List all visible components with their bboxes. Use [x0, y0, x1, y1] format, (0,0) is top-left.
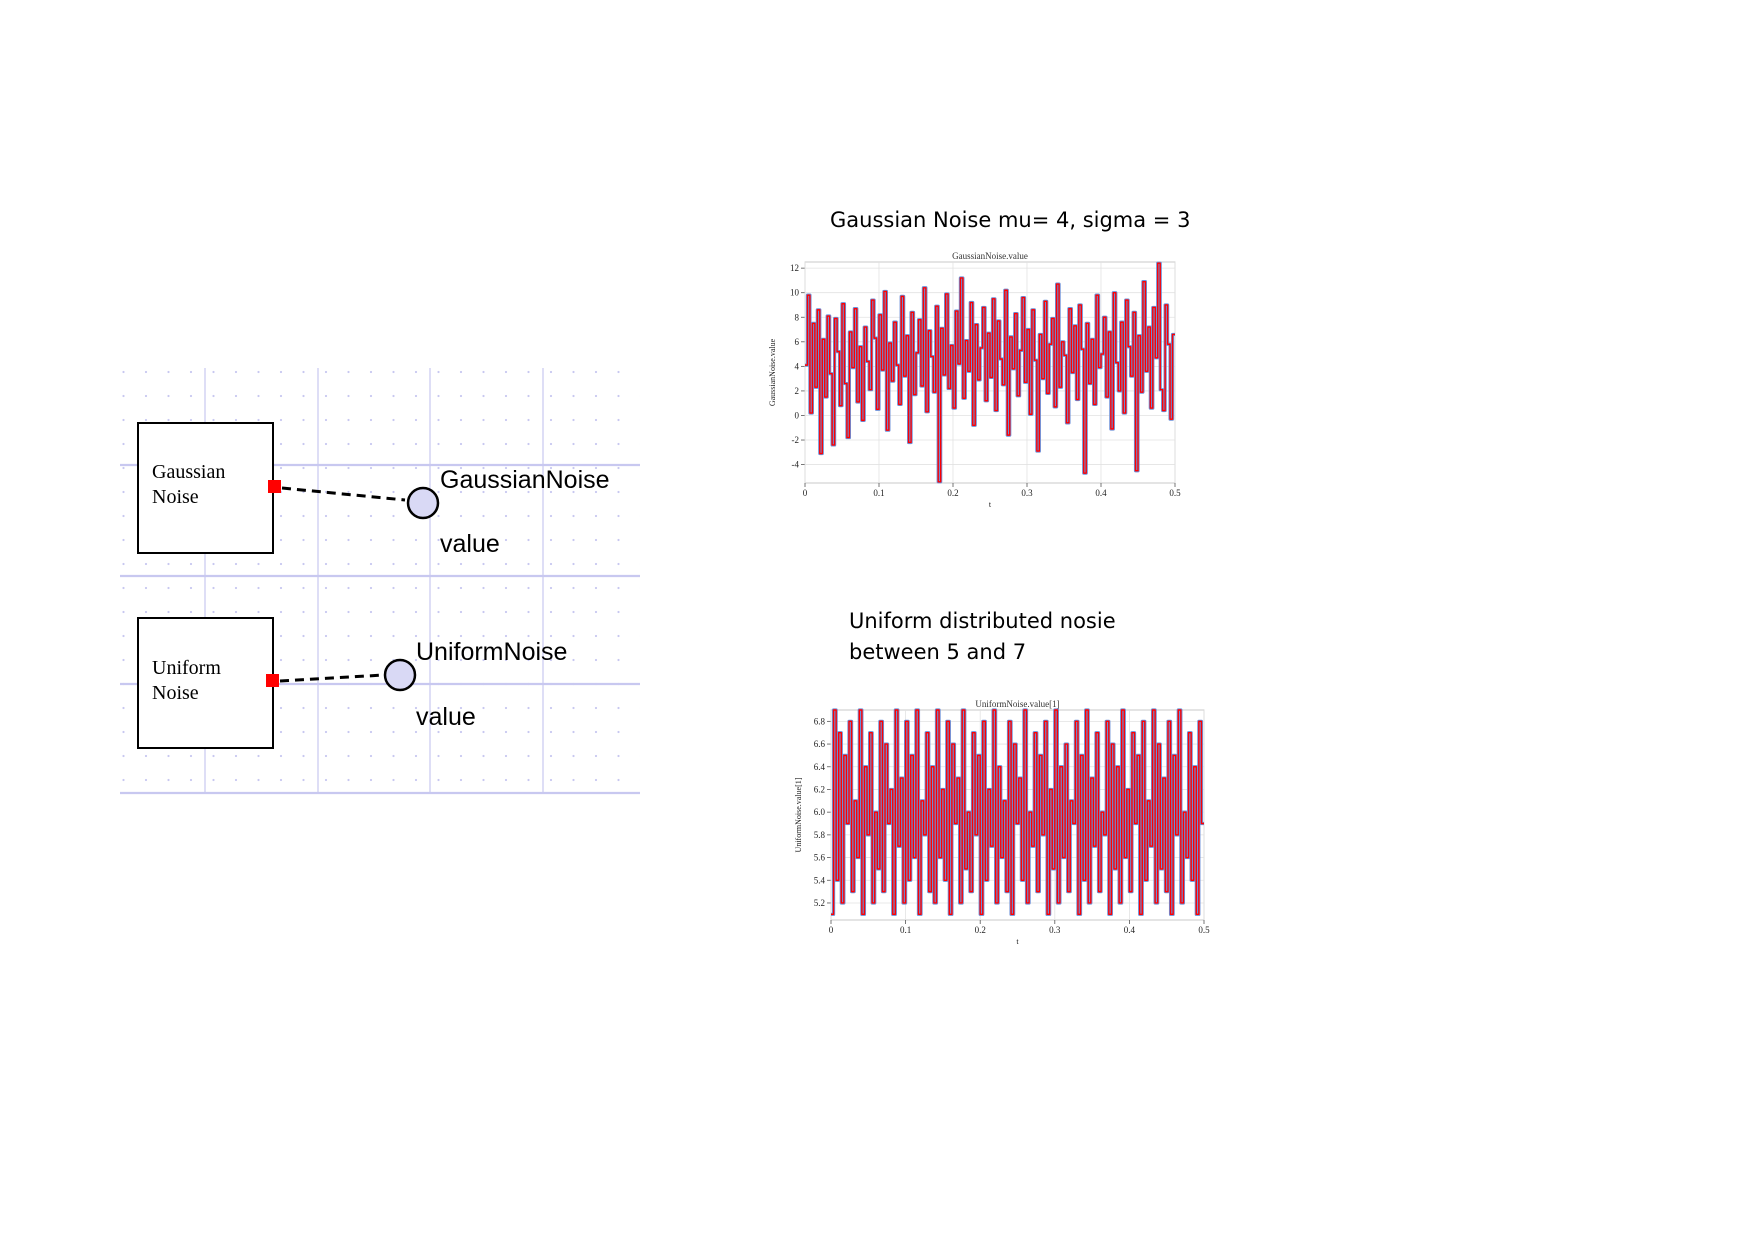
uniform-probe-name: UniformNoise [416, 638, 567, 666]
gaussian-noise-block[interactable]: Gaussian Noise [137, 422, 274, 554]
y-tick-label: 5.2 [814, 898, 825, 908]
x-tick-label: 0.2 [947, 488, 958, 498]
uniform-output-port[interactable] [266, 674, 279, 687]
gaussian-probe[interactable] [406, 486, 440, 520]
uniform-connection [279, 673, 385, 683]
x-tick-label: 0.4 [1124, 925, 1136, 935]
y-axis-label: GaussianNoise.value [768, 338, 777, 406]
gaussian-caption: Gaussian Noise mu= 4, sigma = 3 [830, 208, 1191, 232]
y-tick-label: -2 [792, 435, 800, 445]
y-tick-label: 6.0 [814, 807, 826, 817]
chart-title: UniformNoise.value[1] [975, 699, 1059, 709]
x-tick-label: 0.3 [1049, 925, 1061, 935]
uniform-block-label-line2: Noise [152, 682, 199, 704]
y-tick-label: 6 [795, 337, 800, 347]
y-tick-label: 2 [795, 386, 800, 396]
gaussian-block-label-line1: Gaussian [152, 461, 225, 483]
y-tick-label: 10 [790, 288, 800, 298]
series-line [831, 709, 1204, 916]
uniform-probe-port: value [416, 703, 476, 731]
uniform-noise-chart: UniformNoise.value[1] 5.2 5.4 5.6 5.8 6.0 6.2 6… [794, 699, 1210, 946]
y-tick-label: 5.6 [814, 853, 826, 863]
y-tick-label: 6.4 [814, 762, 826, 772]
x-tick-label: 0.5 [1198, 925, 1210, 935]
y-tick-label: 12 [790, 263, 799, 273]
x-tick-label: 0 [829, 925, 834, 935]
gaussian-output-port[interactable] [268, 480, 281, 493]
gaussian-probe-name: GaussianNoise [440, 466, 610, 494]
x-tick-label: 0.3 [1021, 488, 1033, 498]
y-tick-label: 6.6 [814, 739, 826, 749]
uniform-noise-block[interactable]: Uniform Noise [137, 617, 274, 749]
x-axis-label: t [989, 500, 992, 509]
y-tick-label: 4 [795, 361, 800, 371]
x-tick-label: 0.1 [873, 488, 884, 498]
gaussian-block-label-line2: Noise [152, 486, 199, 508]
y-tick-label: -4 [792, 460, 800, 470]
x-tick-label: 0.2 [975, 925, 986, 935]
x-tick-label: 0 [803, 488, 808, 498]
y-tick-label: 5.4 [814, 875, 826, 885]
gaussian-probe-port: value [440, 530, 500, 558]
uniform-block-label-line1: Uniform [152, 657, 221, 679]
y-tick-label: 8 [795, 312, 800, 322]
gaussian-connection [281, 486, 406, 502]
uniform-caption-line1: Uniform distributed nosie [849, 609, 1116, 633]
gaussian-noise-chart: GaussianNoise.value -4 -2 0 2 4 6 8 10 12 0 0.1 0.2 0… [768, 251, 1181, 509]
x-tick-label: 0.5 [1169, 488, 1181, 498]
y-tick-label: 6.8 [814, 716, 826, 726]
y-axis-label: UniformNoise.value[1] [794, 777, 803, 852]
uniform-caption-line2: between 5 and 7 [849, 640, 1027, 664]
chart-title: GaussianNoise.value [952, 251, 1028, 261]
x-tick-label: 0.1 [900, 925, 911, 935]
x-axis-label: t [1016, 937, 1019, 946]
series-line [805, 262, 1175, 483]
y-tick-label: 0 [795, 410, 800, 420]
y-tick-label: 5.8 [814, 830, 826, 840]
uniform-probe[interactable] [383, 658, 417, 692]
y-tick-label: 6.2 [814, 784, 825, 794]
x-tick-label: 0.4 [1095, 488, 1107, 498]
